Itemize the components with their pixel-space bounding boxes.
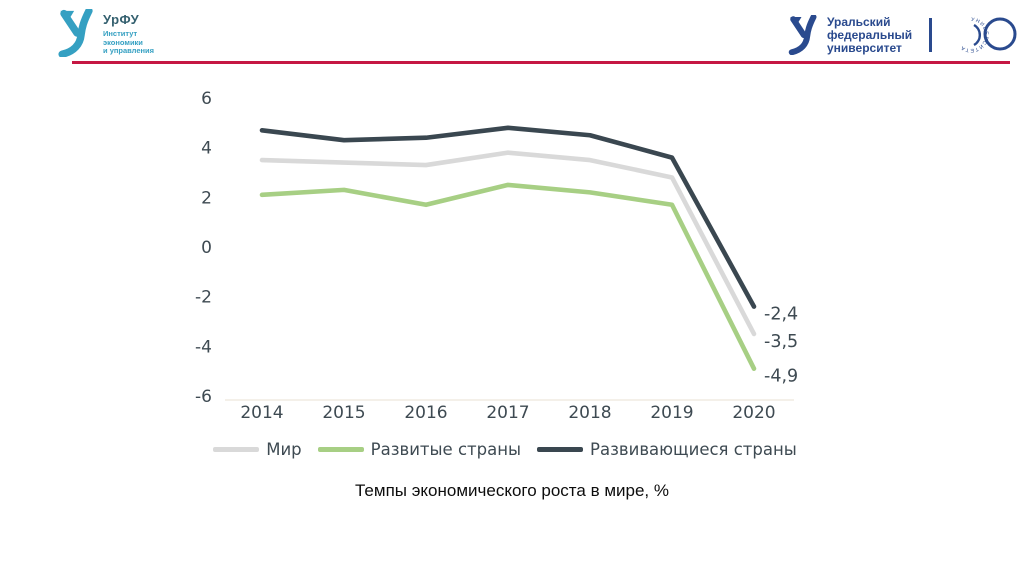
x-tick-label: 2017 — [486, 403, 529, 423]
end-value-label: -2,4 — [764, 305, 798, 325]
y-tick-label: 2 — [201, 188, 212, 208]
x-tick-label: 2015 — [322, 403, 365, 423]
legend-swatch — [213, 447, 260, 452]
legend-label: Развитые страны — [370, 440, 522, 459]
end-value-label: -4,9 — [764, 367, 798, 387]
legend-item: Развивающиеся страны — [537, 440, 797, 459]
institute-logo: УрФУ Институт экономики и управления — [57, 9, 154, 57]
legend-swatch — [317, 447, 364, 452]
urfu-institute-logo-icon — [58, 9, 93, 57]
legend-label: Мир — [266, 440, 302, 459]
y-tick-label: -4 — [195, 337, 212, 357]
chart-area: 6 4 2 0 -2 -4 -6 2014 2015 2016 2017 2018 2019 2020 -3… — [180, 85, 830, 437]
legend-item: Развитые страны — [317, 440, 522, 459]
university-name-line: университет — [827, 40, 902, 55]
growth-line-chart: 6 4 2 0 -2 -4 -6 2014 2015 2016 2017 2018 2019 2020 -3… — [195, 89, 798, 423]
university-name-line: федеральный — [827, 27, 913, 42]
end-value-label: -3,5 — [764, 332, 798, 352]
university-name-line: Уральский — [827, 14, 891, 29]
x-tick-label: 2018 — [568, 403, 611, 423]
chart-caption: Темпы экономического роста в мире, % — [355, 481, 669, 500]
x-tick-label: 2020 — [732, 403, 775, 423]
chart-legend: Мир Развитые страны Развивающиеся страны — [180, 440, 830, 459]
series-line-Развивающиеся страны — [259, 125, 757, 309]
red-divider-line — [72, 61, 1010, 64]
legend-swatch — [537, 447, 584, 452]
institute-acronym: УрФУ — [103, 12, 140, 27]
y-tick-label: 0 — [201, 238, 212, 258]
institute-subtitle-line: экономики — [103, 37, 143, 47]
y-tick-label: 4 — [201, 139, 212, 159]
series-line-Развитые страны — [259, 182, 757, 371]
series-line-Мир — [259, 150, 757, 337]
institute-subtitle-line: и управления — [103, 46, 155, 55]
y-tick-label: -2 — [195, 288, 212, 308]
y-tick-label: 6 — [201, 89, 212, 109]
header-divider-line — [929, 18, 932, 52]
university-logo: Уральский федеральный университет УНИВЕР… — [788, 12, 1023, 58]
y-tick-label: -6 — [195, 387, 212, 407]
anniversary-100-emblem-icon: УНИВЕРСИТЕТА — [959, 17, 1017, 53]
x-tick-label: 2016 — [404, 403, 447, 423]
urfu-university-logo-icon — [788, 15, 817, 55]
legend-label: Развивающиеся страны — [590, 440, 797, 459]
x-tick-label: 2014 — [240, 403, 283, 423]
legend-item: Мир — [213, 440, 302, 459]
x-tick-label: 2019 — [650, 403, 693, 423]
institute-subtitle-line: Институт — [103, 29, 138, 38]
